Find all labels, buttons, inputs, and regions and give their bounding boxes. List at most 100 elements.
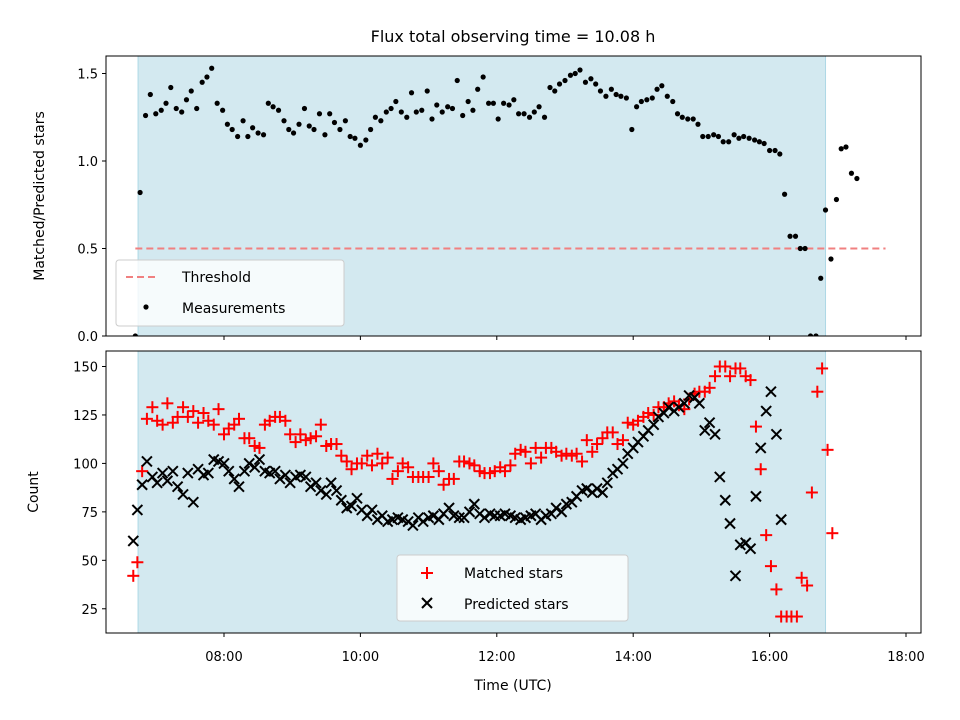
- predicted-point: [417, 515, 429, 528]
- predicted-point: [770, 428, 783, 441]
- measurement-point: [378, 118, 384, 124]
- measurement-point: [807, 333, 814, 336]
- measurement-point: [347, 133, 353, 140]
- measurement-point: [567, 72, 574, 78]
- measurement-point: [311, 126, 317, 133]
- measurement-point: [608, 86, 614, 92]
- matched-point: [709, 370, 722, 383]
- y-tick-label: 0.0: [77, 330, 98, 345]
- predicted-point: [253, 453, 266, 466]
- measurement-point: [342, 118, 348, 124]
- matched-point: [284, 428, 297, 441]
- measurement-point: [137, 189, 143, 196]
- predicted-point: [719, 494, 731, 506]
- predicted-point: [744, 542, 757, 555]
- legend-measurements-swatch: [143, 304, 149, 310]
- predicted-point: [171, 480, 184, 493]
- predicted-point: [714, 471, 726, 483]
- measurement-point: [695, 121, 701, 127]
- measurement-point: [531, 109, 537, 115]
- predicted-point: [591, 482, 603, 495]
- measurement-point: [843, 144, 849, 150]
- measurement-point: [649, 95, 655, 101]
- predicted-point: [662, 401, 675, 413]
- measurement-point: [802, 245, 808, 252]
- matched-point: [361, 449, 374, 462]
- measurement-point: [224, 121, 230, 127]
- predicted-point: [127, 535, 139, 547]
- predicted-point: [141, 455, 153, 468]
- measurement-point: [582, 79, 589, 85]
- measurement-point: [828, 256, 834, 262]
- measurement-point: [772, 147, 778, 154]
- matched-point: [131, 556, 144, 569]
- matched-point: [355, 457, 368, 470]
- x-axis-label: Time (UTC): [473, 678, 551, 694]
- measurement-point: [475, 86, 481, 92]
- matched-point: [161, 397, 174, 410]
- measurement-point: [659, 83, 665, 89]
- predicted-point: [652, 411, 665, 423]
- predicted-point: [443, 502, 455, 514]
- predicted-point: [750, 490, 762, 503]
- measurement-point: [679, 114, 685, 120]
- measurement-point: [746, 135, 752, 141]
- measurement-point: [250, 125, 256, 131]
- predicted-point: [325, 477, 337, 489]
- series-measurements: [132, 65, 860, 336]
- measurement-point: [153, 111, 159, 117]
- predicted-point: [596, 486, 609, 499]
- measurement-point: [158, 107, 164, 113]
- predicted-point: [555, 506, 568, 518]
- predicted-point: [345, 500, 358, 512]
- measurement-point: [240, 118, 246, 124]
- measurement-point: [674, 111, 681, 117]
- matched-point: [570, 447, 583, 460]
- matched-point: [437, 478, 450, 491]
- measurement-point: [490, 100, 496, 106]
- matched-point: [586, 445, 599, 458]
- matched-point: [340, 455, 353, 468]
- predicted-point: [223, 465, 235, 477]
- predicted-point: [601, 477, 613, 489]
- matched-point: [386, 472, 399, 485]
- measurement-point: [690, 116, 696, 122]
- measurement-point: [368, 126, 374, 133]
- measurement-point: [235, 133, 241, 140]
- matched-point: [187, 405, 200, 418]
- matched-point: [754, 463, 767, 476]
- measurement-point: [179, 109, 185, 115]
- matched-point: [345, 463, 358, 476]
- predicted-point: [453, 511, 465, 524]
- measurement-point: [465, 98, 471, 105]
- y-tick-label: 1.5: [77, 68, 98, 83]
- matched-point: [734, 362, 747, 375]
- measurement-point: [301, 105, 308, 112]
- measurement-point: [322, 132, 328, 138]
- measurement-point: [854, 175, 860, 182]
- measurement-point: [372, 114, 378, 120]
- measurement-point: [357, 142, 363, 148]
- matched-point: [314, 418, 327, 431]
- matched-point: [391, 465, 404, 478]
- measurement-point: [556, 81, 563, 87]
- predicted-point: [330, 484, 343, 497]
- measurement-point: [220, 107, 226, 113]
- measurement-point: [460, 112, 466, 119]
- matched-point: [504, 459, 517, 472]
- measurement-point: [168, 84, 174, 91]
- predicted-point: [304, 480, 317, 493]
- measurement-point: [700, 133, 706, 140]
- measurement-point: [255, 130, 261, 136]
- measurement-point: [327, 111, 333, 117]
- matched-point: [212, 403, 225, 416]
- predicted-point: [693, 397, 706, 410]
- predicted-point: [248, 461, 261, 473]
- matched-point: [365, 459, 378, 472]
- y-tick-label: 25: [81, 603, 98, 618]
- matched-point: [795, 571, 808, 584]
- measurement-point: [613, 91, 619, 98]
- measurement-point: [562, 77, 568, 84]
- measurement-point: [848, 170, 855, 176]
- measurement-point: [638, 98, 644, 105]
